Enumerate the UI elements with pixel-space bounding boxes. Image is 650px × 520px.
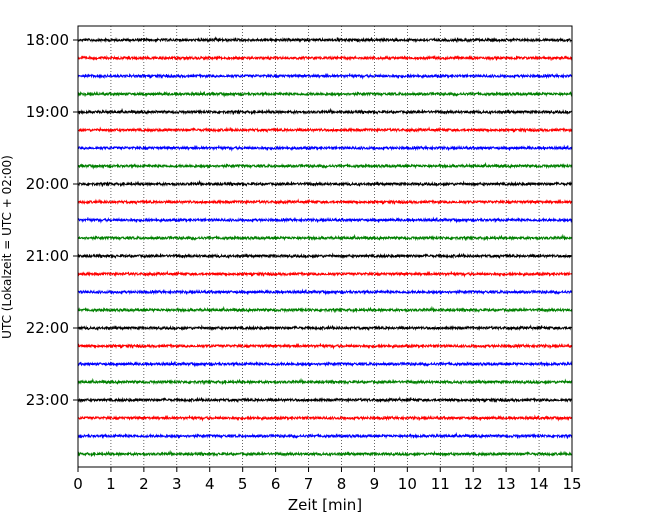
trace-11 [77,216,573,224]
trace-12 [77,233,573,242]
y-tick-label-21:00: 21:00 [26,247,69,265]
trace-9 [77,179,573,188]
y-axis-label: UTC (Lokalzeit = UTC + 02:00) [0,155,14,339]
x-tick-label-15: 15 [562,475,581,493]
trace-7 [77,144,573,152]
y-tick-label-23:00: 23:00 [26,391,69,409]
trace-19 [77,360,573,368]
trace-15 [77,288,573,296]
y-axis-ticks: 18:00 19:00 20:00 21:00 22:00 23:00 [26,31,78,409]
x-axis-ticks: 0 1 2 3 4 5 6 7 8 9 10 11 12 13 14 15 [73,467,582,493]
trace-24 [77,449,573,458]
trace-16 [77,305,573,314]
x-tick-label-5: 5 [238,475,248,493]
trace-22 [77,414,573,422]
x-tick-label-9: 9 [370,475,380,493]
y-tick-label-22:00: 22:00 [26,319,69,337]
trace-10 [77,198,573,206]
trace-2 [77,54,573,62]
trace-1 [77,36,573,44]
trace-18 [77,342,573,350]
x-tick-label-2: 2 [139,475,149,493]
trace-4 [77,90,573,98]
x-tick-label-4: 4 [205,475,215,493]
plot-background [78,26,572,467]
y-tick-label-20:00: 20:00 [26,175,69,193]
trace-23 [77,431,573,440]
trace-5 [77,107,573,116]
x-tick-label-14: 14 [530,475,549,493]
trace-8 [77,161,573,170]
seismic-traces [77,36,573,458]
x-tick-label-1: 1 [106,475,116,493]
plot-frame [77,25,573,468]
trace-3 [77,72,573,80]
y-tick-label-18:00: 18:00 [26,31,69,49]
x-axis-label: Zeit [min] [288,496,362,514]
x-tick-label-7: 7 [304,475,314,493]
trace-14 [77,270,573,278]
trace-17 [77,324,573,332]
x-tick-label-10: 10 [398,475,417,493]
x-tick-label-13: 13 [497,475,516,493]
trace-20 [77,377,573,386]
x-tick-label-11: 11 [431,475,450,493]
trace-21 [77,396,573,404]
y-tick-label-19:00: 19:00 [26,103,69,121]
x-tick-label-8: 8 [337,475,347,493]
trace-13 [77,252,573,260]
trace-6 [77,126,573,134]
x-tick-label-6: 6 [271,475,281,493]
x-tick-label-12: 12 [464,475,483,493]
x-tick-label-0: 0 [73,475,83,493]
x-tick-label-3: 3 [172,475,182,493]
